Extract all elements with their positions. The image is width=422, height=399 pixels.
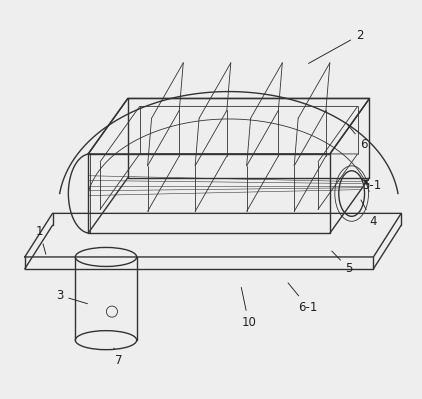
Text: 6: 6 xyxy=(347,124,367,150)
Text: 5: 5 xyxy=(332,251,352,275)
Text: 7: 7 xyxy=(114,348,123,367)
Text: 2: 2 xyxy=(308,29,363,63)
Text: 4: 4 xyxy=(361,200,376,228)
Text: 6-1: 6-1 xyxy=(288,283,318,314)
Text: 5-1: 5-1 xyxy=(362,179,381,192)
Text: 1: 1 xyxy=(36,225,46,254)
Text: 10: 10 xyxy=(241,287,256,329)
Text: 3: 3 xyxy=(56,289,87,304)
